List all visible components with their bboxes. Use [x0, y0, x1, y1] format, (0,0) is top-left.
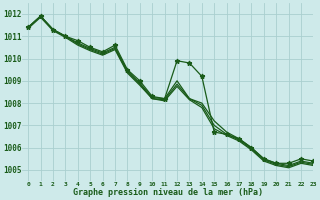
X-axis label: Graphe pression niveau de la mer (hPa): Graphe pression niveau de la mer (hPa) [73, 188, 263, 197]
